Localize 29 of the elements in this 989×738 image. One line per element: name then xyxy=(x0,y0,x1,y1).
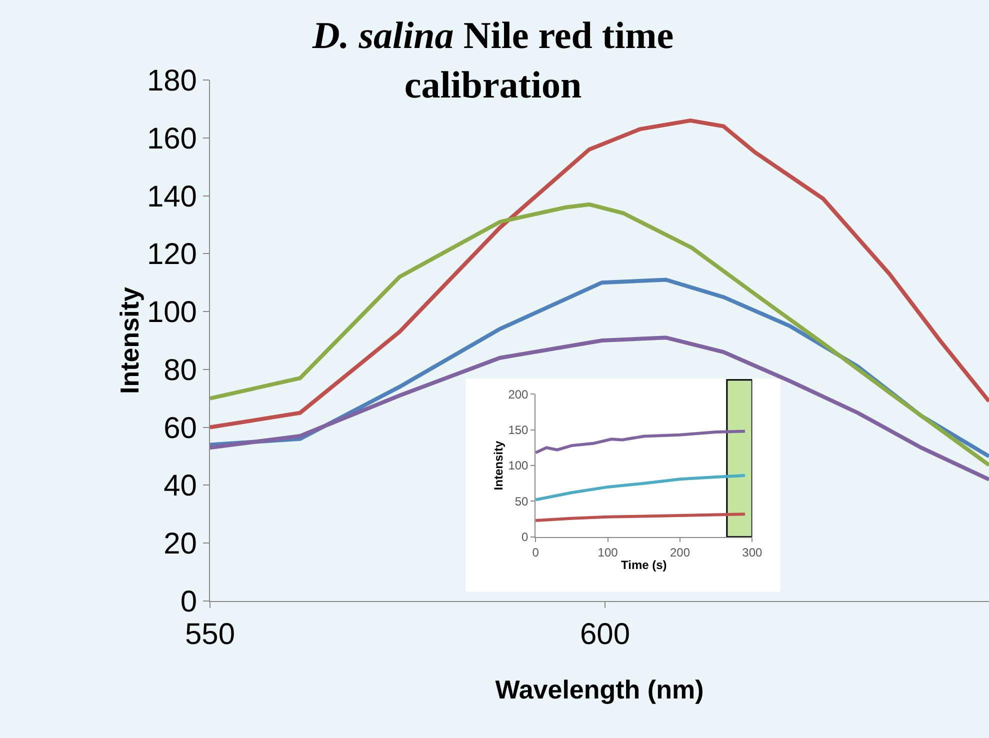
y-tick-label: 160 xyxy=(146,122,197,156)
y-axis-title: Intensity xyxy=(491,440,506,490)
y-axis-title: Intensity xyxy=(114,286,144,394)
y-tick-label: 140 xyxy=(146,180,197,214)
y-tick-label: 200 xyxy=(508,387,529,402)
x-tick-label: 300 xyxy=(742,545,763,560)
line-series xyxy=(536,512,746,522)
x-tick-label: 0 xyxy=(532,545,540,560)
line-series xyxy=(536,474,746,502)
line-series xyxy=(536,430,746,454)
chart-title: D. salina Nile red time calibration xyxy=(311,15,674,106)
x-tick-label: 100 xyxy=(598,545,618,560)
y-tick-label: 40 xyxy=(164,470,197,503)
y-tick-label: 60 xyxy=(164,412,197,445)
y-tick-label: 150 xyxy=(508,423,529,438)
x-axis-title: Time (s) xyxy=(621,558,667,572)
y-tick-label: 0 xyxy=(522,530,529,544)
y-tick-label: 100 xyxy=(508,458,529,473)
x-tick-label: 600 xyxy=(580,618,630,651)
y-tick-label: 120 xyxy=(146,238,197,272)
y-tick-label: 80 xyxy=(164,354,197,387)
y-tick-label: 50 xyxy=(514,494,529,508)
x-tick-label: 550 xyxy=(184,618,236,651)
y-tick-label: 100 xyxy=(146,296,197,330)
x-axis-title: Wavelength (nm) xyxy=(495,674,704,705)
y-tick-label: 0 xyxy=(180,586,197,618)
x-tick-label: 200 xyxy=(670,545,690,560)
y-tick-label: 20 xyxy=(164,528,197,561)
y-tick-label: 180 xyxy=(146,64,197,98)
